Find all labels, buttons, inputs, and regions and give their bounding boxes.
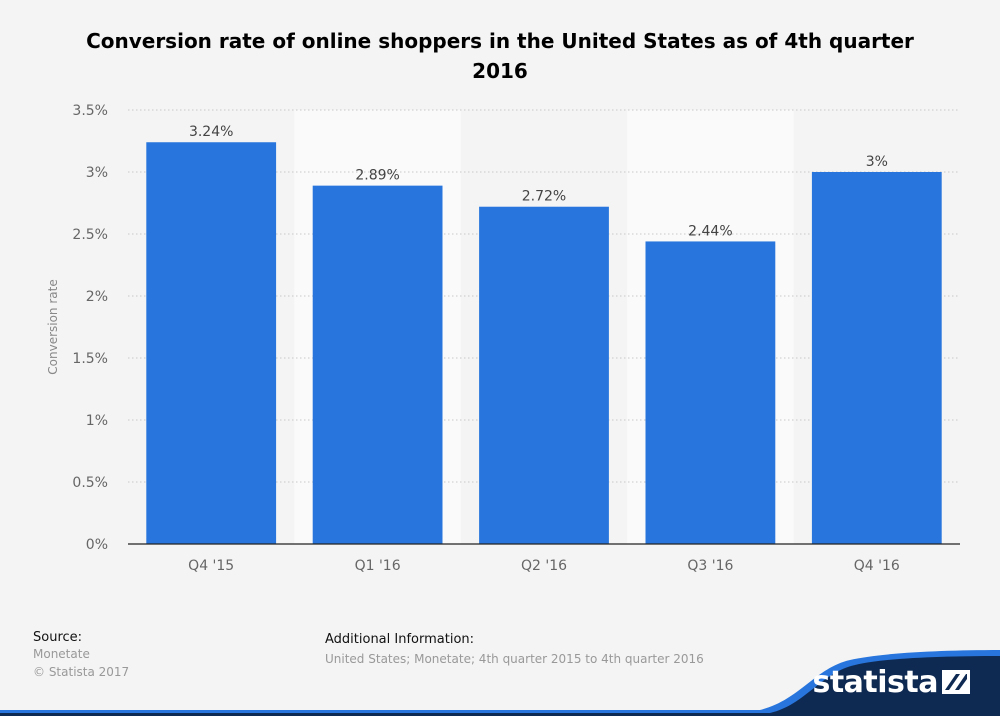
y-tick-label: 0%: [86, 537, 108, 553]
data-label: 3%: [866, 154, 888, 170]
bar-series: [146, 142, 942, 545]
data-label: 2.89%: [355, 168, 399, 184]
y-axis-ticks: 0% 0.5% 1% 1.5% 2% 2.5% 3% 3.5%: [72, 103, 108, 553]
x-tick-label: Q2 '16: [521, 558, 567, 574]
bar[interactable]: [811, 172, 942, 544]
x-tick-label: Q1 '16: [355, 558, 401, 574]
data-label: 2.72%: [522, 189, 566, 205]
x-axis-ticks: Q4 '15 Q1 '16 Q2 '16 Q3 '16 Q4 '16: [188, 558, 900, 574]
bar[interactable]: [645, 241, 776, 544]
data-label: 2.44%: [688, 223, 732, 239]
brand-band-dark: [0, 656, 1000, 716]
source-block: Source: Monetate © Statista 2017: [33, 630, 129, 681]
y-tick-label: 0.5%: [72, 475, 108, 491]
y-tick-label: 2%: [86, 289, 108, 305]
y-tick-label: 1%: [86, 413, 108, 429]
y-tick-label: 3.5%: [72, 103, 108, 119]
statista-logo-icon: [942, 670, 970, 694]
data-label: 3.24%: [189, 124, 233, 140]
additional-info-heading: Additional Information:: [325, 632, 475, 647]
source-heading: Source:: [33, 630, 83, 645]
y-tick-label: 3%: [86, 165, 108, 181]
bar[interactable]: [479, 206, 609, 544]
additional-info-block: Additional Information: United States; M…: [325, 632, 704, 668]
y-tick-label: 1.5%: [72, 351, 108, 367]
brand-logo-text[interactable]: statista: [812, 665, 938, 700]
y-tick-label: 2.5%: [72, 227, 108, 243]
bar[interactable]: [312, 185, 443, 544]
source-line-copyright: © Statista 2017: [33, 665, 130, 679]
additional-info-text: United States; Monetate; 4th quarter 201…: [325, 652, 704, 666]
x-tick-label: Q4 '15: [188, 558, 234, 574]
data-labels: 3.24% 2.89% 2.72% 2.44% 3%: [189, 124, 888, 239]
x-tick-label: Q4 '16: [854, 558, 900, 574]
chart-title: Conversion rate of online shoppers in th…: [86, 29, 914, 83]
source-line-publisher: Monetate: [33, 647, 90, 661]
bar[interactable]: [146, 142, 277, 545]
x-tick-label: Q3 '16: [687, 558, 733, 574]
y-axis-title: Conversion rate: [46, 279, 60, 374]
